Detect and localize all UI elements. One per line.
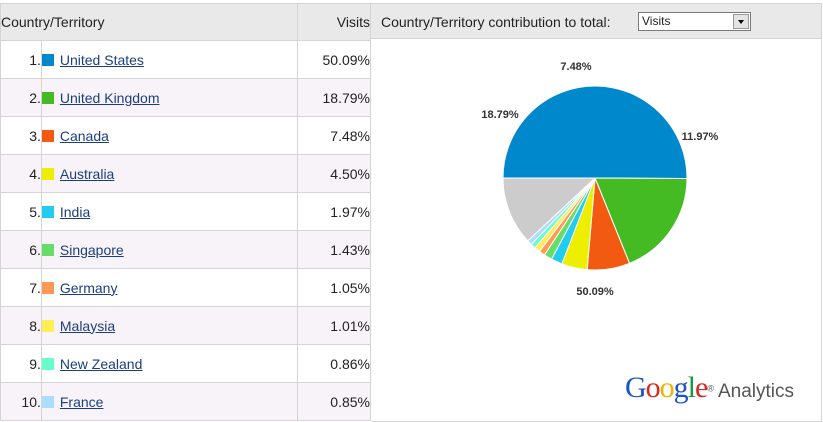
row-visits: 7.48% [297,116,371,155]
metric-select-value: Visits [642,14,671,28]
chart-panel-title: Country/Territory contribution to total: [381,14,611,30]
analytics-wordmark: Analytics [717,381,795,402]
color-swatch [41,53,54,66]
column-header-country[interactable]: Country/Territory [0,3,299,41]
color-swatch [41,281,54,294]
country-link[interactable]: Canada [59,127,109,144]
country-link[interactable]: Malaysia [59,317,116,334]
row-rank: 10. [0,382,42,421]
google-letter: G [625,371,647,404]
color-swatch [41,243,54,256]
row-country-cell: France [40,382,299,421]
row-country-cell: New Zealand [40,344,299,383]
row-country-cell: Malaysia [40,306,299,345]
row-country-cell: Singapore [40,230,299,269]
table-body: 1. United States 50.09% 2. United Kingdom 18.… [0,40,371,421]
country-table: Country/Territory Visits 1. United States… [0,3,371,421]
color-swatch [41,319,54,332]
row-visits: 0.86% [297,344,371,383]
pie-slice-label: 50.09% [576,286,614,298]
table-row: 9. New Zealand 0.86% [0,344,371,383]
row-rank: 6. [0,230,42,269]
table-row: 1. United States 50.09% [0,40,371,79]
color-swatch [41,167,54,180]
color-swatch [41,91,54,104]
pie-slice-label: 18.79% [481,109,519,121]
country-link[interactable]: France [59,393,104,410]
row-visits: 0.85% [297,382,371,421]
pie-slice[interactable] [594,177,688,264]
row-visits: 18.79% [297,78,371,117]
color-swatch [41,395,54,408]
country-link[interactable]: Australia [59,165,115,182]
google-letter: l [687,371,696,404]
row-visits: 1.43% [297,230,371,269]
table-row: 8. Malaysia 1.01% [0,306,371,345]
metric-select[interactable]: Visits [638,12,751,31]
google-analytics-logo: Google® Analytics [625,371,794,411]
pie-slice-label: 11.97% [682,131,719,143]
row-rank: 3. [0,116,42,155]
color-swatch [41,129,54,142]
row-rank: 5. [0,192,42,231]
row-country-cell: India [40,192,299,231]
country-link[interactable]: United Kingdom [59,89,160,106]
google-wordmark: Google [625,371,708,404]
pie-chart: 50.09% 18.79% 7.48% 11.97% [481,61,719,298]
pie-slice[interactable] [502,85,688,180]
registered-mark: ® [707,383,714,394]
google-letter: o [645,371,661,404]
row-country-cell: Germany [40,268,299,307]
google-letter: g [673,371,689,404]
row-country-cell: United States [40,40,299,79]
row-visits: 1.05% [297,268,371,307]
google-letter: e [695,371,708,404]
chevron-down-icon[interactable] [733,14,749,29]
row-country-cell: Canada [40,116,299,155]
country-link[interactable]: India [59,203,91,220]
row-rank: 7. [0,268,42,307]
country-link[interactable]: Singapore [59,241,124,258]
table-row: 2. United Kingdom 18.79% [0,78,371,117]
table-row: 10. France 0.85% [0,382,371,421]
row-rank: 1. [0,40,42,79]
row-country-cell: United Kingdom [40,78,299,117]
google-letter: o [659,371,675,404]
row-rank: 2. [0,78,42,117]
row-visits: 4.50% [297,154,371,193]
table-row: 5. India 1.97% [0,192,371,231]
row-rank: 8. [0,306,42,345]
country-link[interactable]: Germany [59,279,118,296]
pie-slice-label: 7.48% [560,61,591,73]
table-row: 6. Singapore 1.43% [0,230,371,269]
table-row: 7. Germany 1.05% [0,268,371,307]
country-link[interactable]: New Zealand [59,355,143,372]
row-rank: 4. [0,154,42,193]
row-country-cell: Australia [40,154,299,193]
table-header-row: Country/Territory Visits [0,3,371,41]
row-visits: 1.97% [297,192,371,231]
color-swatch [41,205,54,218]
row-visits: 1.01% [297,306,371,345]
row-visits: 50.09% [297,40,371,79]
table-row: 3. Canada 7.48% [0,116,371,155]
row-rank: 9. [0,344,42,383]
column-header-visits[interactable]: Visits [297,3,371,41]
country-link[interactable]: United States [59,51,144,68]
pie-slice[interactable] [502,177,597,242]
table-row: 4. Australia 4.50% [0,154,371,193]
color-swatch [41,357,54,370]
